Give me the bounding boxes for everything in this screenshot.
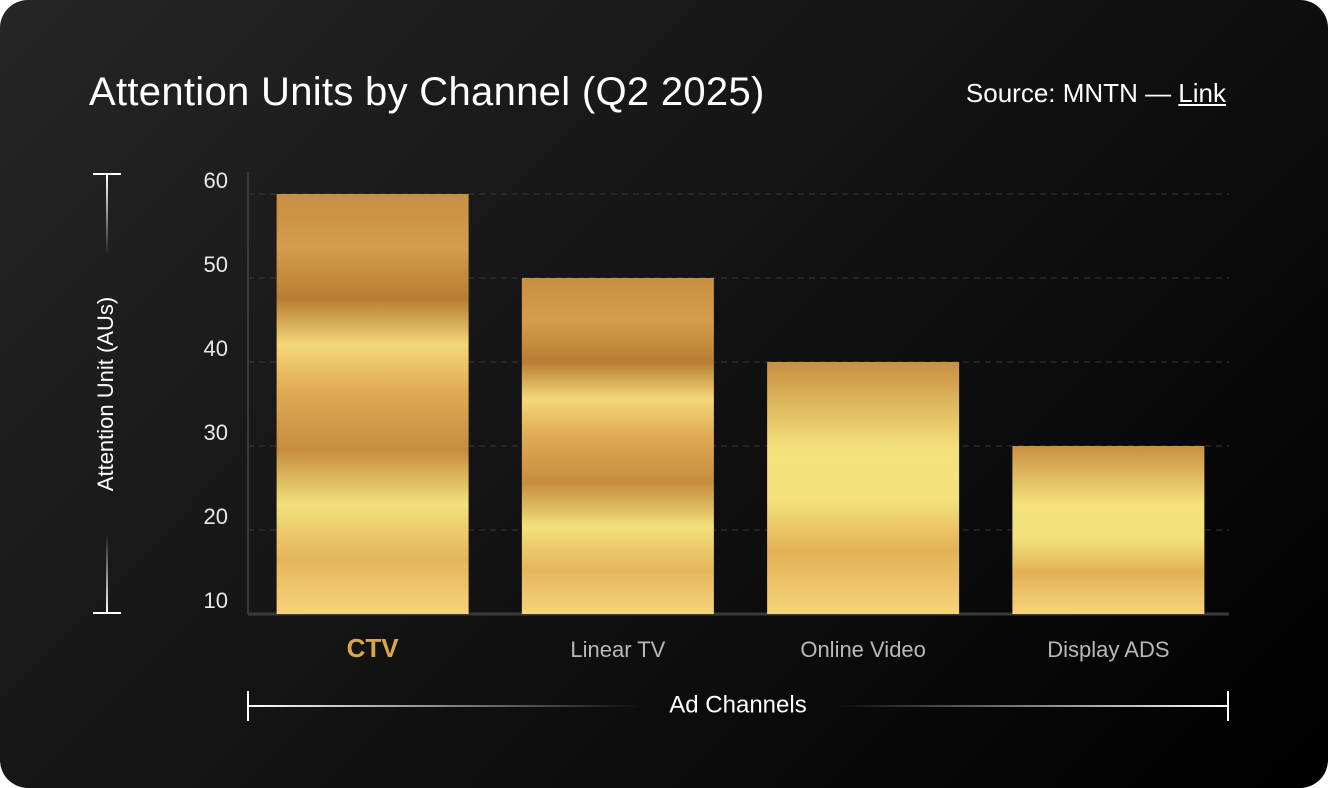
y-tick-labels: 10 20 30 40 50 60 <box>204 168 228 613</box>
category-label: CTV <box>347 633 400 663</box>
y-tick-label: 30 <box>204 420 228 445</box>
category-label: Linear TV <box>570 637 665 662</box>
bar-ctv <box>276 194 469 614</box>
bar-linear-tv <box>521 278 714 614</box>
category-label: Online Video <box>800 637 926 662</box>
category-label: Display ADS <box>1047 637 1169 662</box>
y-tick-label: 10 <box>204 588 228 613</box>
source-link[interactable]: Link <box>1178 78 1226 108</box>
x-axis-bracket <box>247 691 1229 721</box>
bar-display-ads <box>1012 446 1205 614</box>
y-tick-label: 50 <box>204 252 228 277</box>
y-tick-label: 20 <box>204 504 228 529</box>
y-tick-label: 60 <box>204 168 228 193</box>
source-attribution: Source: MNTN — Link <box>966 78 1226 109</box>
bars <box>276 194 1205 614</box>
chart-title: Attention Units by Channel (Q2 2025) <box>89 70 765 114</box>
y-axis-bracket <box>93 173 121 614</box>
bar-online-video <box>767 362 960 614</box>
y-tick-label: 40 <box>204 336 228 361</box>
source-label: Source: MNTN — <box>965 78 1179 108</box>
x-axis-label: Ad Channels <box>669 691 806 718</box>
category-labels: CTV Linear TV Online Video Display ADS <box>347 633 1170 663</box>
y-axis-label: Attention Unit (AUs) <box>93 297 118 491</box>
